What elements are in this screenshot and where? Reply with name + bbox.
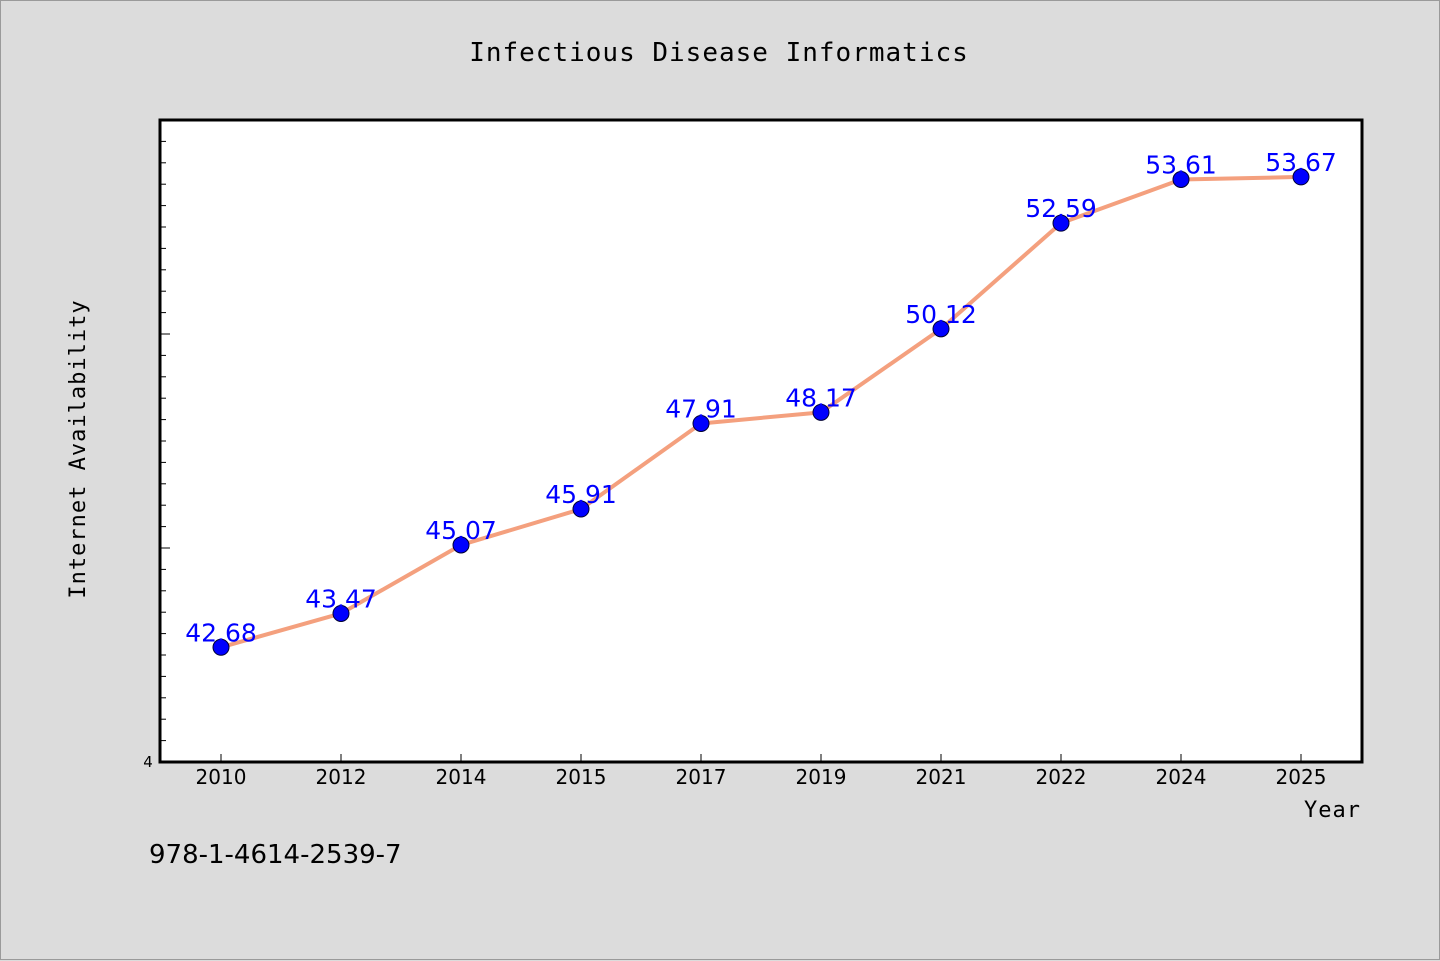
- x-tick-label: 2025: [1276, 765, 1327, 789]
- x-tick-label: 2014: [436, 765, 487, 789]
- x-tick-label: 2019: [796, 765, 847, 789]
- data-label: 48.17: [785, 383, 857, 412]
- data-point: [692, 414, 710, 432]
- data-label: 52.59: [1025, 194, 1097, 223]
- figure-id-label: 978-1-4614-2539-7: [149, 840, 402, 870]
- x-tick-label: 2024: [1156, 765, 1207, 789]
- x-axis-ticks: 2010 2012 2014 2015 2017 2019 2021 2022 2024 2025: [196, 754, 1327, 789]
- data-label: 43.47: [305, 584, 377, 613]
- data-label: 45.07: [425, 516, 497, 545]
- y-axis-ticks: [160, 119, 170, 763]
- x-tick-label: 2010: [196, 765, 247, 789]
- data-point: [1292, 168, 1310, 186]
- x-tick-label: 2021: [916, 765, 967, 789]
- data-point: [812, 403, 830, 421]
- data-point: [572, 500, 590, 518]
- data-point: [1052, 214, 1070, 232]
- data-point: [212, 638, 230, 656]
- data-labels: 42.68 43.47 45.07 45.91 47.91 48.17 50.12 52.59…: [185, 148, 1337, 647]
- x-axis-title: Year: [1304, 798, 1361, 823]
- data-label: 47.91: [665, 394, 737, 423]
- x-tick-label: 2022: [1036, 765, 1087, 789]
- data-label: 53.67: [1265, 148, 1337, 177]
- series-layer: [212, 168, 1310, 656]
- data-point: [932, 320, 950, 338]
- y-axis-title: Internet Availability: [66, 299, 91, 598]
- data-point: [332, 604, 350, 622]
- x-tick-label: 2012: [316, 765, 367, 789]
- data-point: [452, 536, 470, 554]
- data-label: 45.91: [545, 480, 617, 509]
- y-tick-label: 4: [143, 753, 153, 771]
- chart-title: Infectious Disease Informatics: [469, 38, 969, 68]
- x-tick-label: 2015: [556, 765, 607, 789]
- data-label: 50.12: [905, 300, 977, 329]
- data-label: 42.68: [185, 618, 257, 647]
- x-tick-label: 2017: [676, 765, 727, 789]
- data-point: [1172, 170, 1190, 188]
- plot-area: [158, 118, 1364, 764]
- series-line: [219, 174, 1303, 650]
- data-label: 53.61: [1145, 150, 1217, 179]
